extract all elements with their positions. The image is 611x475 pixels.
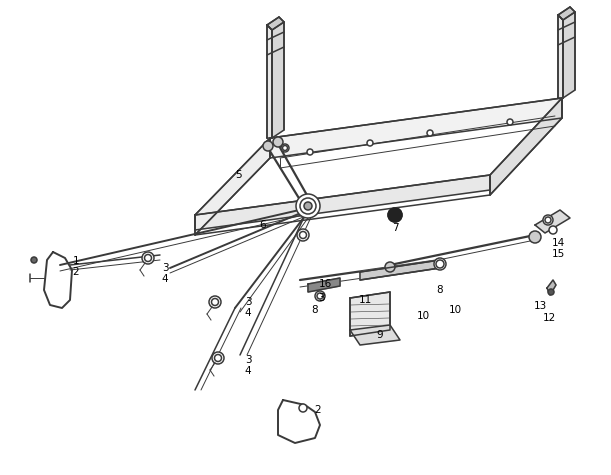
Text: 16: 16 (318, 279, 332, 289)
Polygon shape (558, 7, 575, 20)
Circle shape (434, 258, 446, 270)
Polygon shape (360, 260, 440, 280)
Circle shape (427, 130, 433, 136)
Polygon shape (267, 17, 284, 30)
Polygon shape (350, 325, 400, 345)
Polygon shape (547, 280, 556, 295)
Circle shape (549, 226, 557, 234)
Text: 11: 11 (359, 295, 371, 305)
Circle shape (529, 231, 541, 243)
Circle shape (31, 257, 37, 263)
Polygon shape (558, 15, 563, 98)
Text: 10: 10 (417, 311, 430, 321)
Text: 3: 3 (318, 293, 324, 303)
Circle shape (299, 404, 307, 412)
Text: 8: 8 (437, 285, 444, 295)
Circle shape (209, 296, 221, 308)
Polygon shape (563, 12, 575, 98)
Text: 4: 4 (244, 308, 251, 318)
Text: 5: 5 (235, 170, 241, 180)
Circle shape (263, 141, 273, 151)
Polygon shape (350, 292, 390, 336)
Circle shape (388, 208, 402, 222)
Text: 2: 2 (315, 405, 321, 415)
Circle shape (297, 229, 309, 241)
Polygon shape (267, 25, 272, 138)
Polygon shape (195, 138, 270, 235)
Text: 8: 8 (312, 305, 318, 315)
Polygon shape (308, 278, 340, 292)
Text: 9: 9 (377, 330, 383, 340)
Text: 7: 7 (392, 223, 398, 233)
Text: 3: 3 (244, 297, 251, 307)
Polygon shape (535, 210, 570, 233)
Circle shape (385, 262, 395, 272)
Text: 4: 4 (162, 274, 168, 284)
Text: 6: 6 (260, 220, 266, 230)
Polygon shape (270, 98, 562, 158)
Circle shape (273, 137, 283, 147)
Circle shape (296, 194, 320, 218)
Circle shape (543, 215, 553, 225)
Polygon shape (490, 98, 562, 195)
Text: 3: 3 (162, 263, 168, 273)
Text: 15: 15 (551, 249, 565, 259)
Circle shape (507, 119, 513, 125)
Circle shape (548, 289, 554, 295)
Circle shape (307, 149, 313, 155)
Text: 12: 12 (543, 313, 555, 323)
Circle shape (281, 144, 289, 152)
Text: 13: 13 (533, 301, 547, 311)
Circle shape (315, 291, 325, 301)
Circle shape (367, 140, 373, 146)
Circle shape (212, 352, 224, 364)
Text: 14: 14 (551, 238, 565, 248)
Text: 2: 2 (73, 267, 79, 277)
Circle shape (142, 252, 154, 264)
Text: 10: 10 (448, 305, 461, 315)
Polygon shape (272, 22, 284, 138)
Text: 4: 4 (244, 366, 251, 376)
Polygon shape (195, 175, 490, 230)
Circle shape (304, 202, 312, 210)
Text: 3: 3 (244, 355, 251, 365)
Text: 1: 1 (73, 256, 79, 266)
